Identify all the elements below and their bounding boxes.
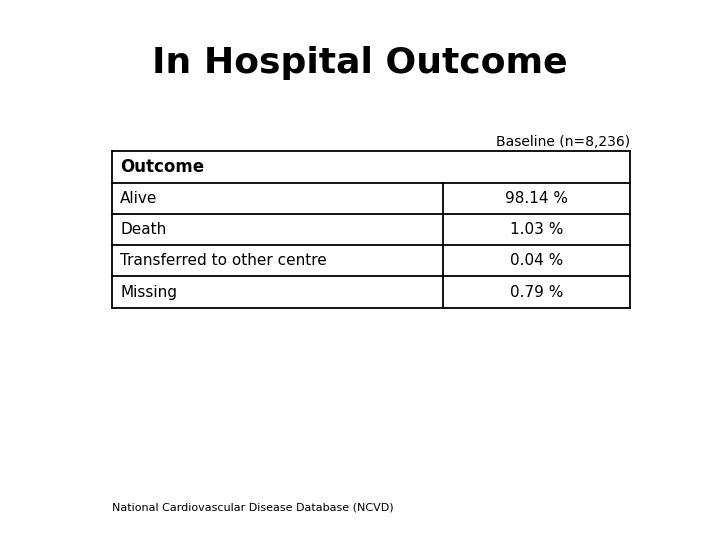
Text: Missing: Missing (120, 285, 177, 300)
Text: Baseline (n=8,236): Baseline (n=8,236) (496, 135, 630, 149)
Text: 1.03 %: 1.03 % (510, 222, 563, 237)
Text: 0.79 %: 0.79 % (510, 285, 563, 300)
Text: 98.14 %: 98.14 % (505, 191, 568, 206)
Text: 0.04 %: 0.04 % (510, 253, 563, 268)
Text: Outcome: Outcome (120, 158, 204, 176)
Text: Transferred to other centre: Transferred to other centre (120, 253, 327, 268)
Text: Alive: Alive (120, 191, 158, 206)
Text: In Hospital Outcome: In Hospital Outcome (152, 46, 568, 80)
Text: National Cardiovascular Disease Database (NCVD): National Cardiovascular Disease Database… (112, 503, 393, 513)
Text: Death: Death (120, 222, 166, 237)
